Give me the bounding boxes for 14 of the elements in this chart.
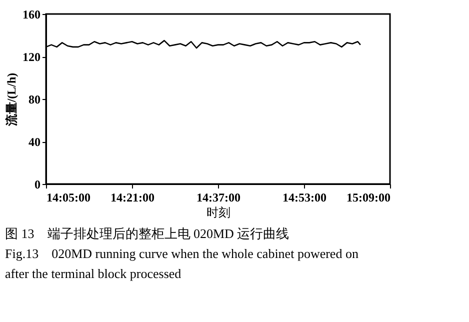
x-tick-label: 14:05:00 [46, 190, 90, 204]
y-axis-title: 流量/(L/h) [4, 72, 18, 128]
y-tick-label: 80 [28, 92, 40, 106]
y-tick-label: 160 [22, 8, 40, 22]
x-tick-label: 14:21:00 [110, 190, 155, 204]
caption: 图 13 端子排处理后的整柜上电 020MD 运行曲线 [5, 226, 290, 241]
x-tick-label: 15:09:00 [346, 190, 390, 204]
x-axis-title: 时刻 [206, 206, 230, 220]
y-tick-label: 0 [34, 178, 40, 192]
y-tick-label: 120 [22, 50, 40, 64]
x-tick-label: 14:53:00 [282, 190, 326, 204]
x-tick-label: 14:37:00 [196, 190, 241, 204]
caption: Fig.13 020MD running curve when the whole cabinet powered on after the terminal block processed [5, 246, 359, 281]
y-tick-label: 40 [28, 135, 40, 149]
